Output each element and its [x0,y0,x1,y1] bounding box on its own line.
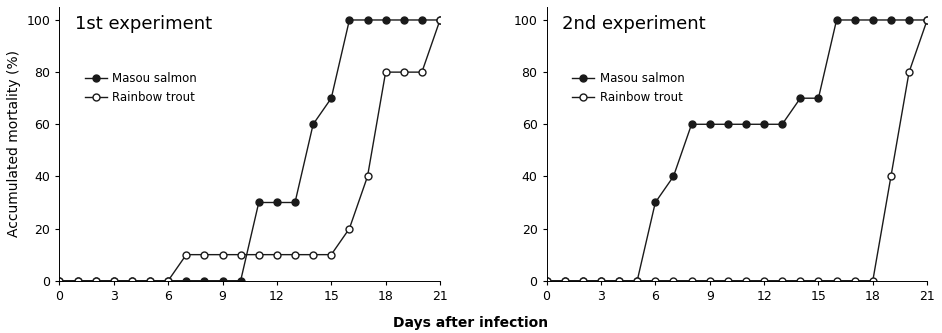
Rainbow trout [650,279,661,283]
Rainbow trout [758,279,770,283]
Masou salmon [650,200,661,204]
Rainbow trout [416,70,428,74]
Masou salmon [144,279,155,283]
Rainbow trout [559,279,570,283]
Masou salmon [577,279,589,283]
Y-axis label: Accumulated mortality (%): Accumulated mortality (%) [7,50,21,237]
Rainbow trout [126,279,138,283]
Masou salmon [289,200,300,204]
Text: 1st experiment: 1st experiment [74,15,212,33]
Rainbow trout [795,279,806,283]
Masou salmon [380,18,391,22]
Masou salmon [54,279,65,283]
Line: Masou salmon: Masou salmon [56,17,444,284]
Rainbow trout [613,279,625,283]
Masou salmon [199,279,210,283]
Rainbow trout [704,279,715,283]
Rainbow trout [289,253,300,257]
Masou salmon [668,174,679,178]
Rainbow trout [326,253,337,257]
Masou salmon [758,122,770,126]
Rainbow trout [380,70,391,74]
Masou salmon [416,18,428,22]
Rainbow trout [54,279,65,283]
Rainbow trout [831,279,842,283]
Rainbow trout [921,18,933,22]
Rainbow trout [362,174,373,178]
Masou salmon [868,18,879,22]
Legend: Masou salmon, Rainbow trout: Masou salmon, Rainbow trout [568,68,689,109]
Rainbow trout [723,279,734,283]
Masou salmon [126,279,138,283]
Masou salmon [921,18,933,22]
Masou salmon [253,200,265,204]
Rainbow trout [903,70,915,74]
Masou salmon [181,279,192,283]
Rainbow trout [577,279,589,283]
Masou salmon [686,122,697,126]
Masou salmon [162,279,173,283]
Masou salmon [362,18,373,22]
Rainbow trout [271,253,283,257]
Masou salmon [740,122,752,126]
Masou salmon [541,279,552,283]
Rainbow trout [181,253,192,257]
Rainbow trout [162,279,173,283]
Masou salmon [344,18,355,22]
Masou salmon [704,122,715,126]
Rainbow trout [776,279,788,283]
Rainbow trout [668,279,679,283]
Masou salmon [434,18,446,22]
Masou salmon [559,279,570,283]
Rainbow trout [344,226,355,230]
Text: 2nd experiment: 2nd experiment [561,15,706,33]
Masou salmon [885,18,897,22]
Masou salmon [776,122,788,126]
Masou salmon [613,279,625,283]
Rainbow trout [686,279,697,283]
Masou salmon [903,18,915,22]
Masou salmon [235,279,246,283]
Text: Days after infection: Days after infection [394,316,548,330]
Rainbow trout [885,174,897,178]
Rainbow trout [144,279,155,283]
Rainbow trout [235,253,246,257]
Rainbow trout [740,279,752,283]
Masou salmon [217,279,228,283]
Rainbow trout [434,18,446,22]
Rainbow trout [217,253,228,257]
Masou salmon [90,279,102,283]
Masou salmon [795,96,806,100]
Rainbow trout [849,279,860,283]
Masou salmon [849,18,860,22]
Masou salmon [831,18,842,22]
Masou salmon [595,279,607,283]
Rainbow trout [90,279,102,283]
Line: Rainbow trout: Rainbow trout [544,17,931,284]
Rainbow trout [307,253,318,257]
Line: Rainbow trout: Rainbow trout [56,17,444,284]
Rainbow trout [72,279,83,283]
Masou salmon [813,96,824,100]
Legend: Masou salmon, Rainbow trout: Masou salmon, Rainbow trout [80,68,202,109]
Rainbow trout [253,253,265,257]
Masou salmon [326,96,337,100]
Rainbow trout [595,279,607,283]
Line: Masou salmon: Masou salmon [544,17,931,284]
Rainbow trout [199,253,210,257]
Rainbow trout [813,279,824,283]
Rainbow trout [108,279,120,283]
Masou salmon [307,122,318,126]
Rainbow trout [398,70,410,74]
Masou salmon [398,18,410,22]
Masou salmon [108,279,120,283]
Rainbow trout [541,279,552,283]
Masou salmon [72,279,83,283]
Masou salmon [631,279,642,283]
Masou salmon [723,122,734,126]
Masou salmon [271,200,283,204]
Rainbow trout [631,279,642,283]
Rainbow trout [868,279,879,283]
